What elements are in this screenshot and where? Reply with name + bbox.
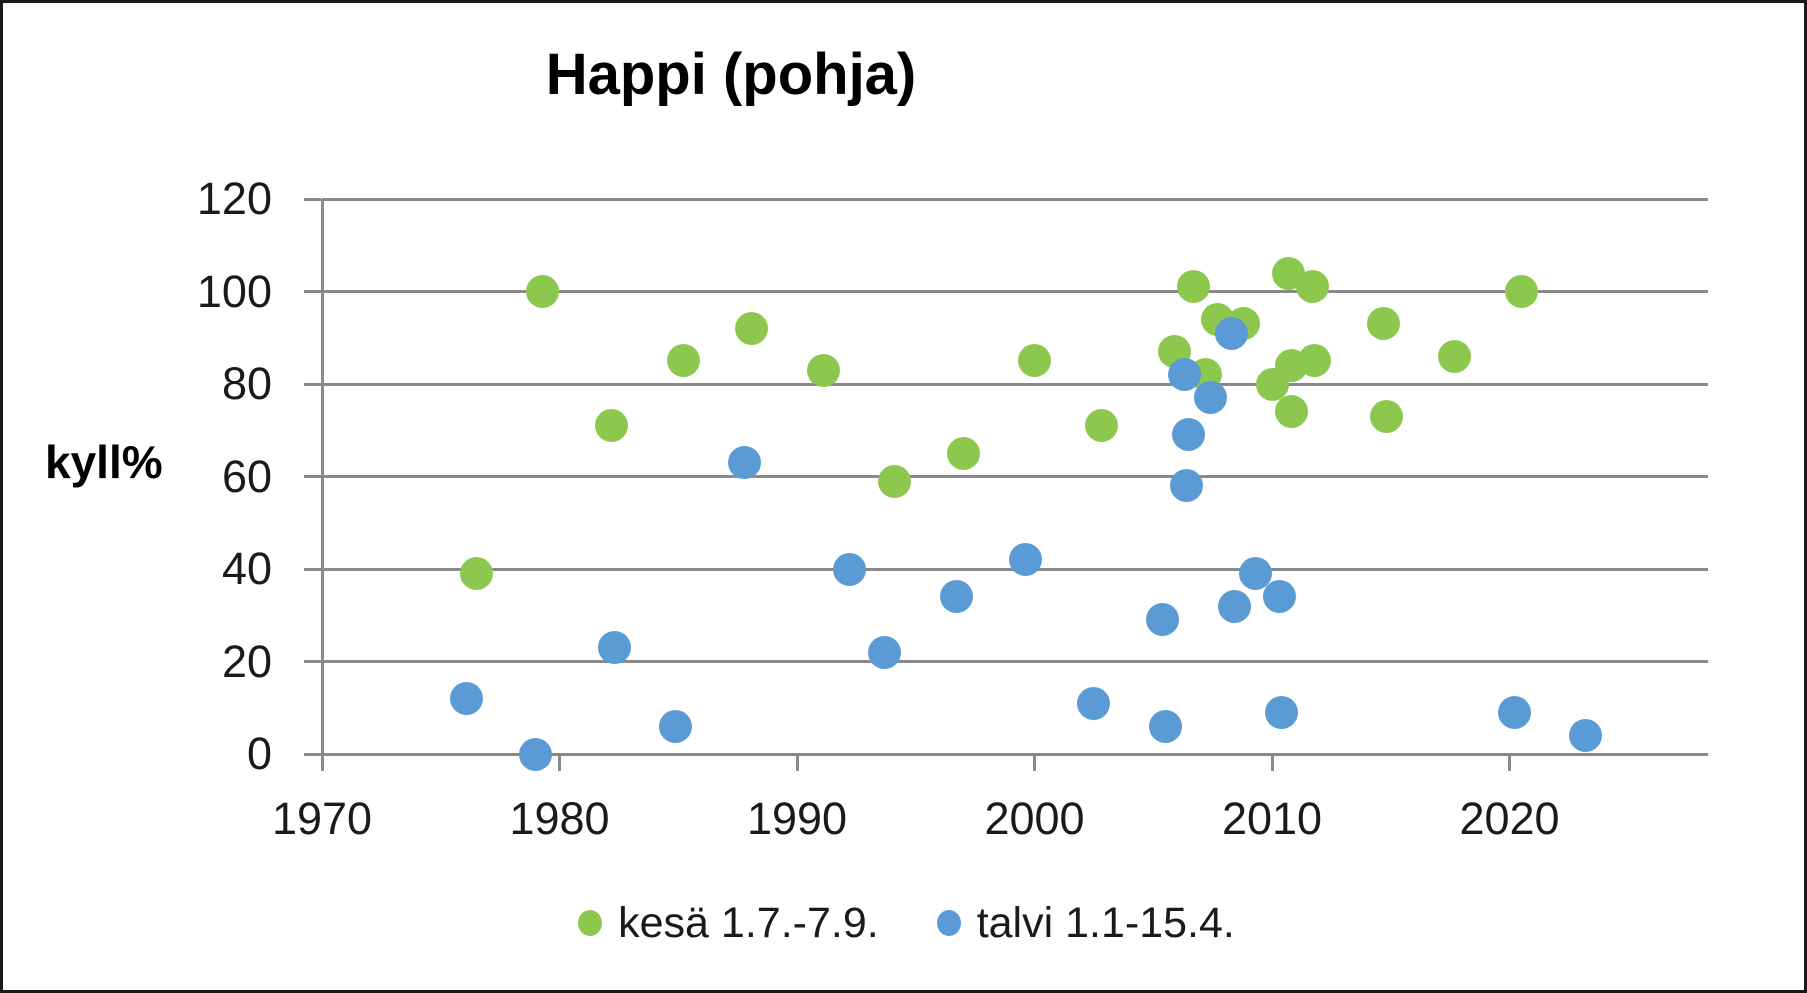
data-point-summer [1295,270,1329,304]
gridline-y-60 [322,475,1708,478]
data-point-summer [806,353,840,387]
x-axis-tick-2020 [1508,754,1511,771]
legend-marker-icon [578,910,603,936]
data-point-winter [1146,603,1180,637]
data-point-winter [832,552,866,586]
y-axis-tick-20 [304,660,321,663]
gridline-y-100 [322,290,1708,293]
plot-area: 120 100 80 60 40 20 0 1970 1980 1990 2000 2010 2020 [197,175,1708,843]
y-axis-tick-80 [304,382,321,386]
legend-label: kesä 1.7.-7.9. [618,898,879,947]
y-axis-tick-0 [304,752,321,756]
data-point-winter [1569,719,1602,752]
chart-title: Happi (pohja) [545,42,917,107]
y-axis-tick-40 [304,567,321,571]
data-point-summer [459,557,493,591]
gridline-y-0 [322,752,1708,756]
gridline-y-80 [322,382,1708,386]
data-point-winter [1148,709,1182,743]
y-axis-tick-120 [304,197,321,201]
data-point-winter [868,635,902,669]
x-tick-label-1990: 1990 [746,793,848,844]
x-tick-label-2010: 2010 [1221,793,1323,844]
data-point-summer [1369,399,1403,433]
gridline-y-20 [322,660,1708,663]
y-axis-line [321,199,324,771]
data-point-winter [1215,316,1249,350]
data-point-winter [1172,418,1206,452]
data-point-summer [946,436,980,470]
data-point-summer [666,344,700,378]
y-tick-label-20: 20 [221,635,272,687]
data-point-winter [1193,381,1227,415]
data-point-summer [1298,344,1332,378]
legend-label: talvi 1.1-15.4. [976,898,1235,947]
data-point-winter [1262,580,1296,614]
gridline-y-120 [322,197,1708,201]
data-point-summer [735,312,769,345]
data-point-winter [1170,469,1203,503]
y-tick-label-40: 40 [221,543,272,594]
x-axis-tick-2010 [1270,754,1274,771]
data-point-winter [1265,695,1298,729]
data-point-winter [1077,686,1111,720]
y-tick-label-80: 80 [221,358,272,409]
data-point-winter [728,446,762,480]
data-point-winter [659,709,693,743]
data-point-summer [1084,409,1118,443]
data-point-winter [939,580,973,614]
y-axis-tick-60 [304,475,321,478]
legend-marker-icon [936,910,961,936]
y-tick-label-0: 0 [246,728,272,779]
data-point-summer [595,409,629,443]
data-point-winter [1167,358,1201,392]
data-point-summer [877,464,911,498]
y-tick-label-100: 100 [196,265,272,317]
x-tick-label-1980: 1980 [509,793,610,844]
y-axis-tick-100 [304,290,321,293]
legend-item-winter: talvi 1.1-15.4. [936,898,1235,948]
data-point-winter [450,682,484,715]
data-point-summer [1018,344,1051,378]
x-tick-label-2000: 2000 [984,793,1085,844]
data-point-winter [1217,589,1251,623]
x-axis-tick-1980 [558,754,561,771]
data-point-summer [1438,339,1472,373]
x-tick-label-1970: 1970 [271,793,373,844]
legend: kesä 1.7.-7.9. talvi 1.1-15.4. [3,891,1807,955]
legend-item-summer: kesä 1.7.-7.9. [578,899,879,948]
x-axis-tick-1970 [320,754,324,771]
data-point-summer [1367,307,1401,341]
y-tick-label-60: 60 [221,450,272,502]
data-point-winter [597,631,631,665]
x-axis-tick-1990 [795,754,799,771]
data-point-winter [1008,543,1042,577]
data-point-winter [1497,695,1531,729]
data-point-summer [526,275,560,308]
data-point-summer [1177,270,1211,304]
x-axis-tick-2000 [1033,754,1036,771]
data-point-summer [1504,275,1538,308]
x-tick-label-2020: 2020 [1459,793,1560,844]
data-point-winter [519,737,553,771]
data-point-summer [1274,395,1308,429]
y-tick-label-120: 120 [196,173,272,224]
y-axis-title: kyll% [45,436,163,488]
